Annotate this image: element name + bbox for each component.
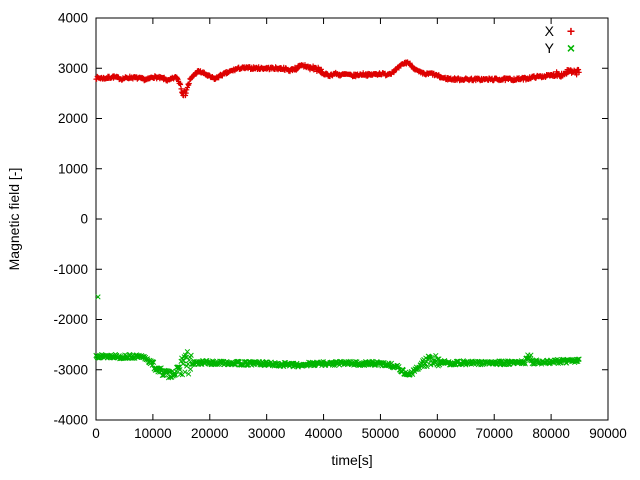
y-axis-title: Magnetic field [-] <box>6 167 22 271</box>
svg-text:40000: 40000 <box>305 426 343 441</box>
legend: X + Y × <box>545 22 588 56</box>
svg-text:30000: 30000 <box>248 426 286 441</box>
svg-text:90000: 90000 <box>589 426 627 441</box>
svg-text:0: 0 <box>92 426 100 441</box>
svg-text:60000: 60000 <box>419 426 457 441</box>
legend-label-y: Y <box>544 39 554 56</box>
svg-text:4000: 4000 <box>58 11 88 26</box>
x-axis-title: time[s] <box>331 452 373 468</box>
svg-text:-2000: -2000 <box>53 312 88 327</box>
svg-text:50000: 50000 <box>362 426 400 441</box>
svg-text:1000: 1000 <box>58 161 88 176</box>
svg-text:20000: 20000 <box>191 426 229 441</box>
svg-text:0: 0 <box>80 212 88 227</box>
svg-text:3000: 3000 <box>58 61 88 76</box>
legend-label-x: X <box>544 22 554 39</box>
legend-item-x: X + <box>545 22 588 39</box>
svg-text:70000: 70000 <box>475 426 513 441</box>
svg-text:-1000: -1000 <box>53 262 88 277</box>
legend-item-y: Y × <box>545 39 588 56</box>
cross-marker-icon: × <box>566 39 576 56</box>
svg-text:80000: 80000 <box>532 426 570 441</box>
svg-text:10000: 10000 <box>134 426 172 441</box>
plus-marker-icon: + <box>566 22 576 39</box>
svg-text:-4000: -4000 <box>53 413 88 428</box>
svg-text:-3000: -3000 <box>53 362 88 377</box>
svg-text:2000: 2000 <box>58 111 88 126</box>
